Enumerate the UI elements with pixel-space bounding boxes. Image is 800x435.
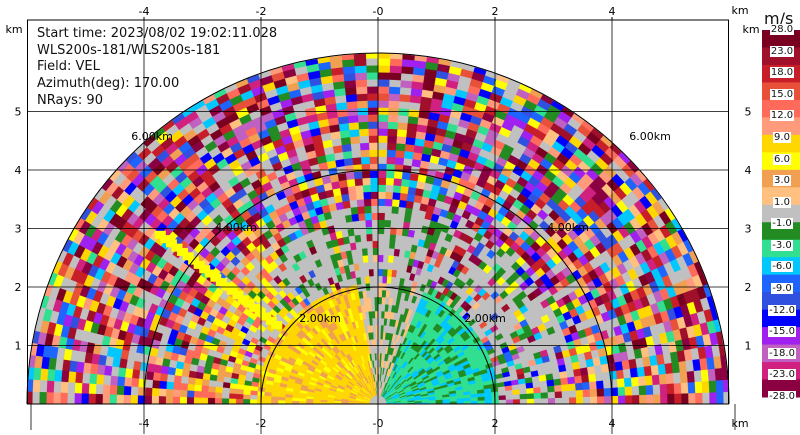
colorbar-label: 9.0 <box>773 131 791 143</box>
x-tick-top: -4 <box>139 5 150 18</box>
x-tick-top: -0 <box>373 5 384 18</box>
colorbar-label: 18.0 <box>769 67 795 79</box>
azimuth-text: Azimuth(deg): 170.00 <box>37 76 180 91</box>
axis-unit-label: km <box>731 417 748 430</box>
colorbar-label: -18.0 <box>768 347 796 359</box>
range-ring-label: 4.00km <box>547 221 589 234</box>
field-text: Field: VEL <box>37 59 100 74</box>
colorbar-label: -15.0 <box>768 326 796 338</box>
colorbar <box>762 30 800 398</box>
x-tick-top: -2 <box>256 5 267 18</box>
range-ring-label: 6.00km <box>131 130 173 143</box>
colorbar-label: -6.0 <box>771 261 793 273</box>
range-ring-label: 2.00km <box>464 312 506 325</box>
colorbar-label: 28.0 <box>769 24 795 35</box>
y-tick-right: 4 <box>745 164 752 177</box>
colorbar-label: 6.0 <box>773 153 791 165</box>
axis-unit-label: km <box>742 23 759 36</box>
colorbar-label: 1.0 <box>773 196 791 208</box>
instrument-text: WLS200s-181/WLS200s-181 <box>37 43 221 58</box>
colorbar-label: -3.0 <box>771 239 793 251</box>
y-tick-right: 2 <box>745 281 752 294</box>
colorbar-label: 12.0 <box>769 110 795 122</box>
colorbar-label: -28.0 <box>768 391 796 402</box>
colorbar-unit: m/s <box>764 9 794 28</box>
range-ring-label: 6.00km <box>629 130 671 143</box>
range-rings: 2.00km 2.00km 4.00km 4.00km 6.00km 6.00km <box>26 52 730 405</box>
y-tick-left: 1 <box>15 340 22 353</box>
y-tick-right: 1 <box>745 340 752 353</box>
y-tick-right: 5 <box>745 106 752 119</box>
colorbar-label: 3.0 <box>773 175 791 187</box>
y-tick-left: 3 <box>15 223 22 236</box>
colorbar-label: 23.0 <box>769 45 795 57</box>
colorbar-label: -12.0 <box>768 304 796 316</box>
colorbar-label: -1.0 <box>771 218 793 230</box>
y-tick-left: 4 <box>15 164 22 177</box>
nrays-text: NRays: 90 <box>37 93 103 108</box>
y-tick-left: 5 <box>15 106 22 119</box>
colorbar-label: 15.0 <box>769 88 795 100</box>
range-ring-label: 2.00km <box>299 312 341 325</box>
x-tick-top: 2 <box>492 5 499 18</box>
colorbar-label: -23.0 <box>768 369 796 381</box>
axis-unit-label: km <box>5 23 22 36</box>
y-tick-left: 2 <box>15 281 22 294</box>
range-ring-label: 4.00km <box>215 221 257 234</box>
x-tick-top: 4 <box>609 5 616 18</box>
axis-unit-label: km <box>731 4 748 17</box>
colorbar-swatch <box>762 204 800 223</box>
colorbar-swatch <box>762 117 800 136</box>
start-time-text: Start time: 2023/08/02 19:02:11.028 <box>37 26 278 41</box>
y-tick-right: 3 <box>745 223 752 236</box>
colorbar-label: -9.0 <box>771 283 793 295</box>
